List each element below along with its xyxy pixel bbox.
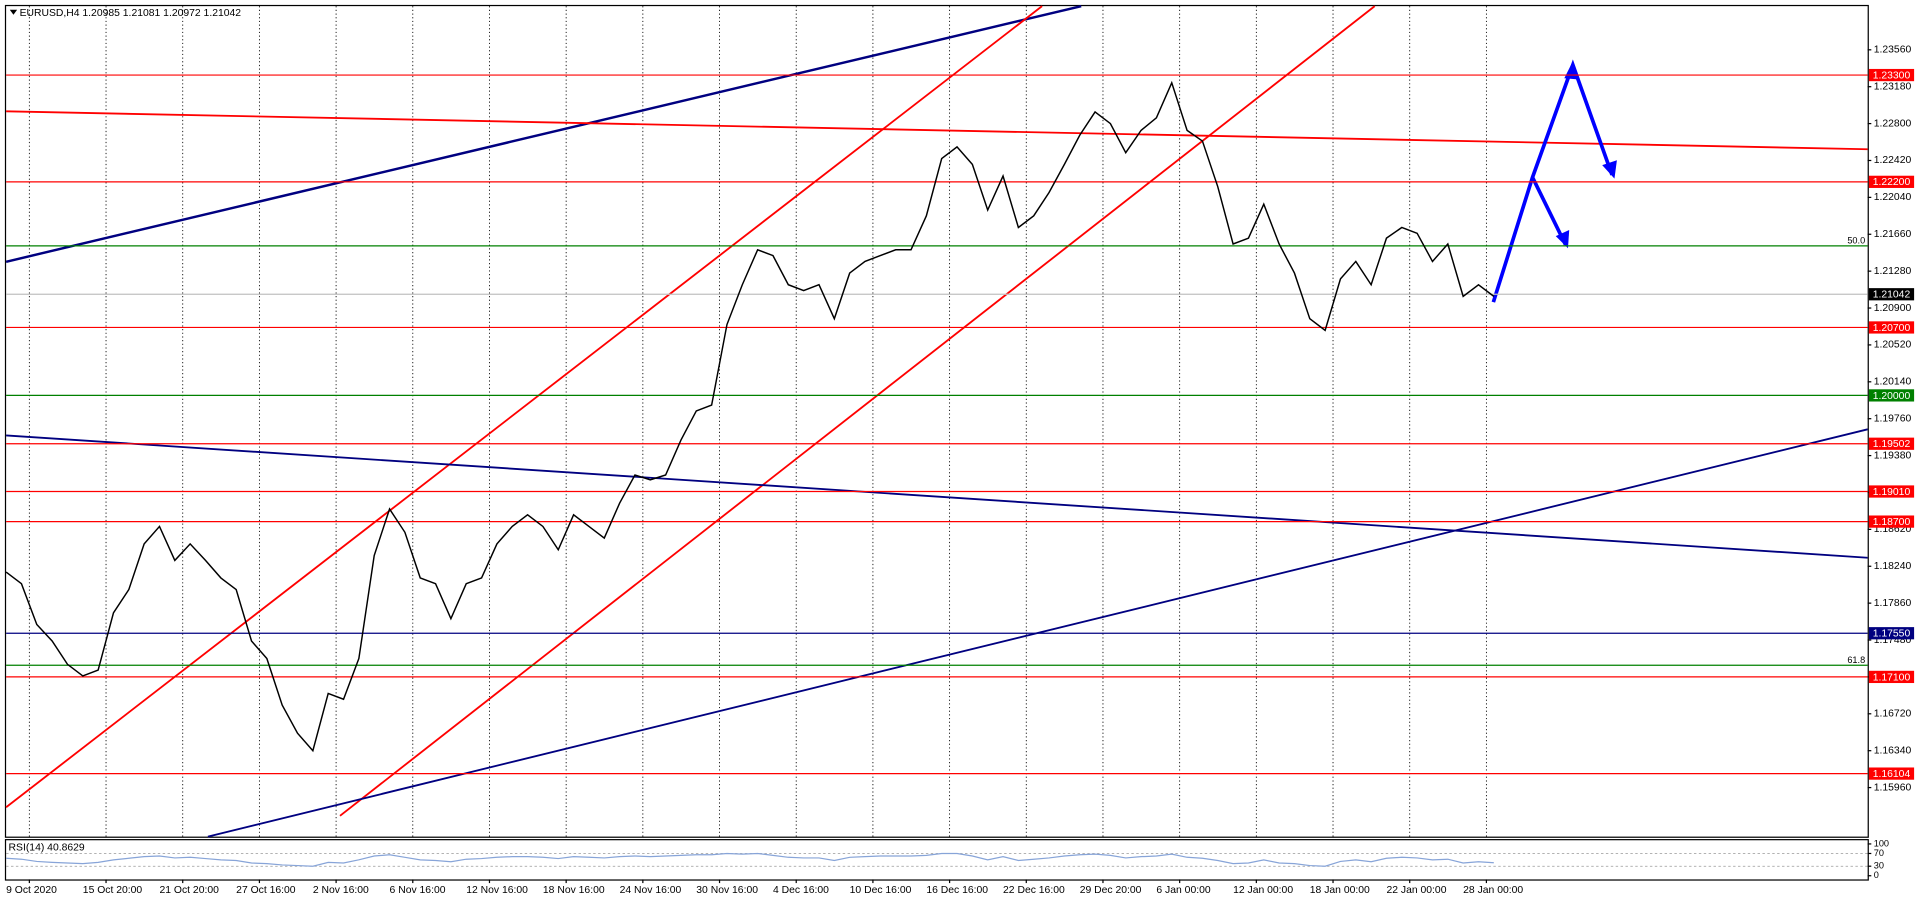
x-tick-label: 6 Nov 16:00 (390, 885, 446, 896)
level-label: 1.17100 (1873, 672, 1911, 683)
level-tag (1868, 175, 1915, 188)
rsi-line (6, 852, 1494, 867)
y-tick-label: 1.20520 (1874, 340, 1912, 351)
level-label: 1.21042 (1873, 290, 1911, 301)
arrow-head (1602, 160, 1617, 179)
y-tick-label: 1.21280 (1874, 266, 1912, 277)
x-tick-label: 2 Nov 16:00 (313, 885, 369, 896)
y-tick-label: 1.20140 (1874, 377, 1912, 388)
trend-line (5, 5, 1043, 808)
y-tick-label: 1.22040 (1874, 192, 1912, 203)
level-label: 1.18700 (1873, 517, 1911, 528)
x-tick-label: 29 Dec 20:00 (1080, 885, 1142, 896)
x-tick-label: 18 Nov 16:00 (543, 885, 605, 896)
rsi-label: RSI(14) 40.8629 (9, 842, 85, 853)
fib-label: 61.8 (1847, 655, 1865, 665)
x-tick-label: 28 Jan 00:00 (1463, 885, 1523, 896)
trend-line (5, 4, 1082, 263)
arrow-head (1555, 229, 1570, 249)
grid (28, 6, 1487, 837)
menu-icon[interactable] (9, 9, 18, 15)
plot-frame (4, 4, 1869, 838)
level-tag (1868, 321, 1915, 334)
x-tick-label: 12 Nov 16:00 (466, 885, 528, 896)
y-tick-label: 1.23560 (1874, 45, 1912, 56)
x-tick-label: 12 Jan 00:00 (1233, 885, 1293, 896)
rsi-tick-label: 0 (1874, 870, 1879, 880)
level-tag (1868, 389, 1915, 402)
level-tag (1868, 670, 1915, 684)
y-tick-label: 1.18240 (1874, 561, 1912, 572)
y-tick-label: 1.18620 (1874, 524, 1912, 535)
y-tick-label: 1.17860 (1874, 598, 1912, 609)
x-tick-label: 15 Oct 20:00 (83, 885, 143, 896)
x-tick-label: 27 Oct 16:00 (236, 885, 296, 896)
forecast-arrow (1491, 59, 1614, 303)
level-label: 1.20000 (1873, 391, 1911, 402)
level-tag (1868, 68, 1915, 82)
x-tick-label: 21 Oct 20:00 (159, 885, 219, 896)
level-label: 1.19010 (1873, 487, 1911, 498)
chart-title: EURUSD,H4 1.20985 1.21081 1.20972 1.2104… (20, 8, 242, 19)
x-tick-label: 9 Oct 2020 (6, 885, 57, 896)
price-line (5, 80, 1495, 753)
level-label: 1.19502 (1873, 439, 1911, 450)
x-tick-label: 22 Dec 16:00 (1003, 885, 1065, 896)
level-tag (1868, 288, 1915, 301)
y-tick-label: 1.21660 (1874, 229, 1912, 240)
y-tick-label: 1.22420 (1874, 155, 1912, 166)
fib-label: 50.0 (1847, 235, 1865, 245)
forecast-arrow (1530, 176, 1568, 246)
trend-line (6, 110, 1868, 151)
y-tick-label: 1.22800 (1874, 118, 1912, 129)
level-tag (1868, 437, 1915, 450)
x-tick-label: 24 Nov 16:00 (620, 885, 682, 896)
x-tick-label: 30 Nov 16:00 (696, 885, 758, 896)
trend-line (6, 434, 1868, 559)
x-tick-label: 22 Jan 00:00 (1386, 885, 1446, 896)
level-tag (1868, 515, 1915, 528)
y-tick-label: 1.17480 (1874, 635, 1912, 646)
rsi-frame (4, 839, 1869, 881)
x-tick-label: 4 Dec 16:00 (773, 885, 829, 896)
y-tick-label: 1.19760 (1874, 413, 1912, 424)
y-tick-label: 1.15960 (1874, 782, 1912, 793)
x-tick-label: 10 Dec 16:00 (850, 885, 912, 896)
y-tick-label: 1.16340 (1874, 745, 1912, 756)
x-tick-label: 6 Jan 00:00 (1156, 885, 1210, 896)
level-tag (1868, 767, 1915, 780)
rsi-tick-label: 100 (1874, 838, 1889, 848)
level-label: 1.20700 (1873, 323, 1911, 334)
x-tick-label: 18 Jan 00:00 (1310, 885, 1370, 896)
level-tag (1868, 627, 1915, 640)
x-tick-label: 16 Dec 16:00 (926, 885, 988, 896)
y-tick-label: 1.19380 (1874, 450, 1912, 461)
y-tick-label: 1.23180 (1874, 81, 1912, 92)
level-label: 1.23300 (1873, 70, 1911, 81)
rsi-tick-label: 30 (1874, 861, 1884, 871)
y-tick-label: 1.16720 (1874, 709, 1912, 720)
level-tag (1868, 485, 1915, 498)
level-label: 1.17550 (1873, 629, 1911, 640)
level-label: 1.22200 (1873, 177, 1911, 188)
rsi-tick-label: 70 (1874, 848, 1884, 858)
y-tick-label: 1.20900 (1874, 303, 1912, 314)
level-label: 1.16104 (1873, 769, 1911, 780)
